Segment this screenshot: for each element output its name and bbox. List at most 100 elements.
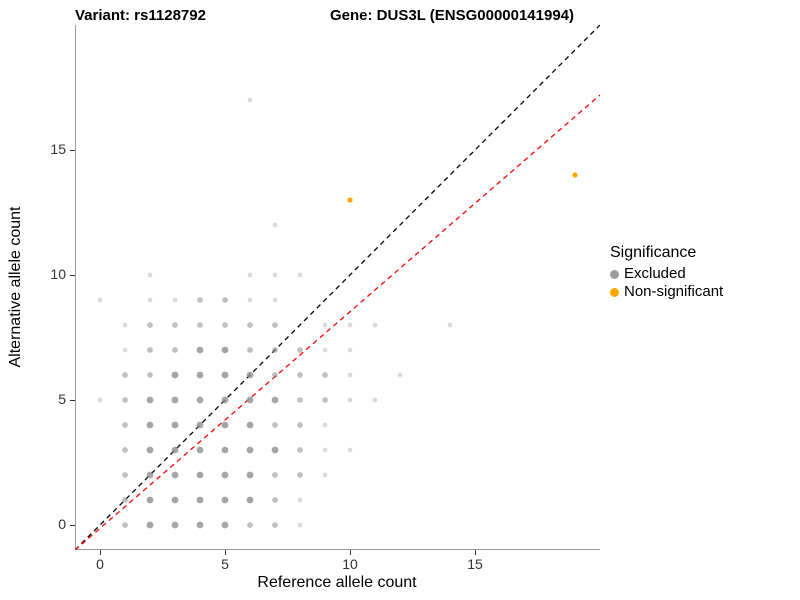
legend-title: Significance [610,244,697,261]
data-point-excluded [272,322,278,328]
data-point-excluded [272,422,278,428]
y-tick-mark [70,525,75,526]
data-point-excluded [221,346,229,354]
data-point-excluded [297,422,303,428]
x-tick-mark [225,550,226,555]
data-point-excluded [222,297,228,303]
data-point-excluded [322,397,328,403]
data-point-excluded [347,372,353,378]
y-tick-mark [70,275,75,276]
data-point-excluded [122,422,128,428]
data-point-excluded [246,496,254,504]
data-point-excluded [247,347,253,353]
data-point-excluded [171,396,179,404]
data-point-excluded [347,447,353,453]
y-tick-label: 0 [58,516,66,532]
fitted-ratio-line [75,94,600,550]
data-point-excluded [221,371,229,379]
data-point-excluded [347,322,353,328]
data-point-excluded [221,396,229,404]
data-point-excluded [297,347,303,353]
data-point-excluded [122,447,128,453]
data-point-excluded [221,421,229,429]
data-point-excluded [372,322,378,328]
y-axis-label: Alternative allele count [7,206,24,368]
data-point-excluded [246,421,254,429]
data-point-excluded [122,397,128,403]
legend-label-excluded: Excluded [624,265,686,282]
x-axis-label: Reference allele count [257,574,417,591]
x-tick-label: 5 [221,556,229,572]
data-point-excluded [271,396,279,404]
scatter-plot-canvas [75,25,600,550]
y-tick-label: 5 [58,391,66,407]
data-point-excluded [171,421,179,429]
data-point-excluded [297,472,303,478]
data-point-excluded [146,496,154,504]
data-point-excluded [397,372,403,378]
data-point-excluded [172,322,178,328]
data-point-excluded [322,447,328,453]
data-point-excluded [297,272,303,278]
non-significant-point-icon [610,287,619,297]
data-point-excluded [147,347,153,353]
y-tick-mark [70,400,75,401]
data-point-excluded [97,397,103,403]
data-point-excluded [196,396,204,404]
data-point-excluded [272,372,278,378]
data-point-excluded [196,471,204,479]
data-point-excluded [322,422,328,428]
data-point-excluded [221,496,229,504]
data-point-excluded [247,522,253,528]
data-point-excluded [147,297,153,303]
data-point-excluded [247,97,253,103]
plot-panel [75,25,600,550]
data-point-excluded [322,472,328,478]
data-point-excluded [147,272,153,278]
variant-title: Variant: rs1128792 [75,7,206,24]
y-tick-label: 15 [50,141,66,157]
gene-title: Gene: DUS3L (ENSG00000141994) [330,7,575,24]
data-point-excluded [247,297,253,303]
data-point-excluded [246,471,254,479]
data-point-excluded [97,297,103,303]
data-point-excluded [271,446,279,454]
x-tick-mark [350,550,351,555]
data-point-excluded [221,471,229,479]
identity-line [75,25,600,550]
data-point-excluded [197,297,203,303]
data-point-excluded [122,497,128,503]
x-tick-label: 0 [96,556,104,572]
data-point-excluded [196,446,204,454]
data-point-excluded [146,471,154,479]
data-point-excluded [372,397,378,403]
legend: Significance Excluded Non-significant [610,244,723,301]
data-point-excluded [297,447,303,453]
data-point-non-significant [572,172,578,178]
data-point-excluded [297,372,303,378]
data-point-excluded [122,372,128,378]
data-point-excluded [347,397,353,403]
data-point-excluded [347,347,353,353]
data-point-non-significant [347,197,353,203]
data-point-excluded [247,272,253,278]
data-point-excluded [196,421,204,429]
data-point-excluded [297,497,303,503]
data-point-excluded [322,347,328,353]
data-point-excluded [196,346,204,354]
data-point-excluded [246,371,254,379]
data-point-excluded [171,371,179,379]
legend-item-excluded: Excluded [610,265,723,283]
data-point-excluded [247,322,253,328]
x-tick-mark [100,550,101,555]
data-point-excluded [197,322,203,328]
data-point-excluded [172,297,178,303]
x-tick-label: 10 [342,556,358,572]
data-point-excluded [322,372,328,378]
data-point-excluded [272,347,278,353]
x-tick-mark [475,550,476,555]
data-point-excluded [221,521,229,529]
data-point-excluded [122,322,128,328]
data-point-excluded [246,396,254,404]
